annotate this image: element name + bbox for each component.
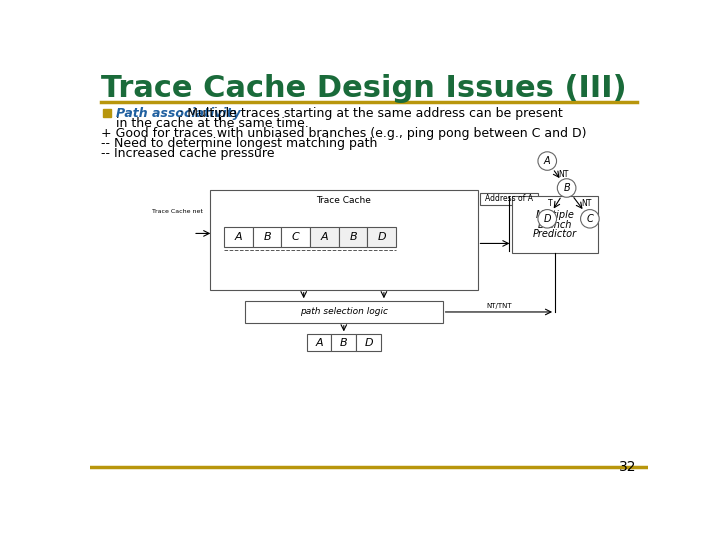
- Text: T: T: [549, 199, 553, 208]
- Bar: [339, 227, 367, 247]
- Text: Multiple: Multiple: [536, 211, 575, 220]
- Bar: [282, 227, 310, 247]
- Text: path selection logic: path selection logic: [300, 307, 388, 316]
- Circle shape: [538, 152, 557, 170]
- Text: NT: NT: [558, 170, 568, 179]
- Text: D: D: [377, 232, 386, 242]
- Bar: [367, 227, 396, 247]
- Text: A: A: [235, 232, 242, 242]
- Text: Predictor: Predictor: [533, 229, 577, 239]
- Text: D: D: [544, 214, 551, 224]
- Bar: [356, 334, 381, 351]
- Text: -- Increased cache pressure: -- Increased cache pressure: [101, 147, 274, 160]
- Text: C: C: [587, 214, 593, 224]
- Text: D: D: [364, 338, 373, 348]
- Text: Path associativity: Path associativity: [116, 107, 240, 120]
- Text: NT: NT: [581, 199, 591, 208]
- Bar: [480, 193, 538, 205]
- Bar: [224, 227, 253, 247]
- Text: B: B: [340, 338, 348, 348]
- Text: Trace Cache net: Trace Cache net: [152, 208, 203, 214]
- Bar: [513, 195, 598, 253]
- Text: Trace Cache: Trace Cache: [316, 195, 372, 205]
- Text: B: B: [349, 232, 357, 242]
- Text: 32: 32: [619, 461, 636, 475]
- Text: : Multiple traces starting at the same address can be present: : Multiple traces starting at the same a…: [179, 107, 563, 120]
- Text: Branch: Branch: [538, 220, 572, 229]
- Text: A: A: [320, 232, 328, 242]
- Bar: [331, 334, 356, 351]
- Circle shape: [557, 179, 576, 197]
- Bar: [210, 190, 477, 289]
- Text: A: A: [544, 156, 551, 166]
- Bar: [310, 227, 339, 247]
- Text: NT/TNT: NT/TNT: [486, 303, 512, 309]
- Bar: [253, 227, 282, 247]
- Circle shape: [538, 210, 557, 228]
- Text: + Good for traces with unbiased branches (e.g., ping pong between C and D): + Good for traces with unbiased branches…: [101, 127, 586, 140]
- Circle shape: [580, 210, 599, 228]
- Text: C: C: [292, 232, 300, 242]
- Text: in the cache at the same time.: in the cache at the same time.: [116, 117, 308, 130]
- Text: A: A: [315, 338, 323, 348]
- Text: Address of A: Address of A: [485, 194, 533, 203]
- Text: B: B: [563, 183, 570, 193]
- Bar: [245, 301, 443, 323]
- Text: B: B: [264, 232, 271, 242]
- Bar: [307, 334, 331, 351]
- Text: -- Need to determine longest matching path: -- Need to determine longest matching pa…: [101, 137, 377, 150]
- Text: Trace Cache Design Issues (III): Trace Cache Design Issues (III): [101, 74, 626, 103]
